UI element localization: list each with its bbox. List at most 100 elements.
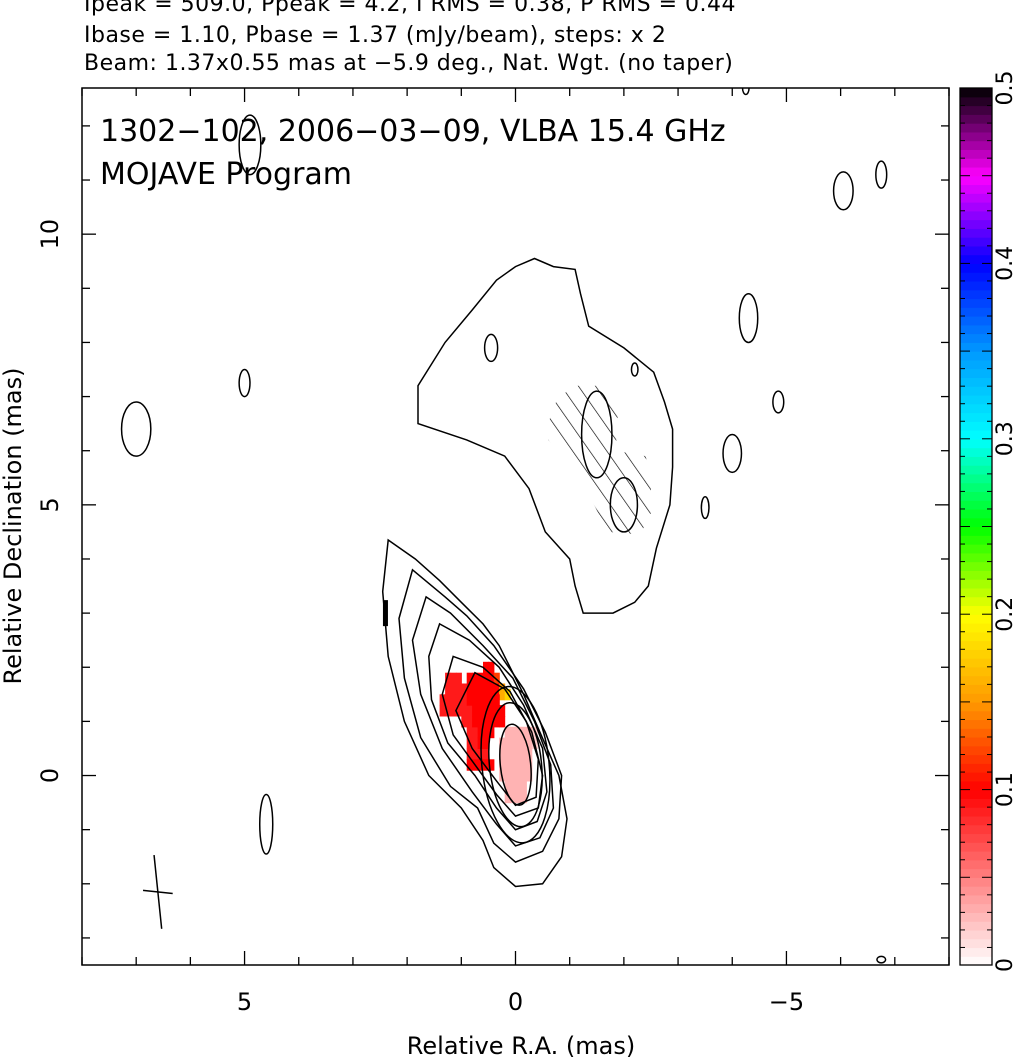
- pol-pixel: [450, 694, 457, 706]
- pol-pixel: [510, 770, 517, 782]
- colorbar-segment: [960, 500, 992, 510]
- core-contour: [480, 685, 551, 844]
- pol-pixel: [483, 726, 489, 739]
- pol-pixel: [466, 672, 473, 685]
- colorbar-segment: [960, 237, 992, 247]
- pol-pixel: [515, 737, 522, 749]
- colorbar-segment: [960, 377, 992, 387]
- pol-pixel: [472, 726, 479, 739]
- pol-pixel: [483, 683, 489, 695]
- contour-line: [381, 538, 568, 888]
- pol-pixel: [526, 770, 533, 782]
- pol-pixel: [515, 759, 522, 771]
- pol-pixel: [526, 737, 533, 749]
- pol-pixel: [472, 694, 479, 706]
- colorbar-segment: [960, 929, 992, 940]
- pol-pixel: [488, 705, 495, 717]
- pol-pixel: [520, 726, 527, 739]
- pol-pixel: [472, 716, 479, 728]
- pol-pixel: [477, 694, 484, 706]
- colorbar-segment: [960, 289, 992, 300]
- colorbar-segment: [960, 245, 992, 256]
- colorbar-segment: [960, 131, 992, 142]
- pol-pixel: [477, 726, 484, 739]
- y-axis-label: Relative Declination (mas): [0, 367, 27, 684]
- colorbar-segment: [960, 175, 992, 186]
- pol-pixel: [488, 716, 495, 728]
- pol-pixel: [488, 759, 495, 771]
- pol-pixel: [499, 716, 506, 728]
- pol-pixel: [499, 737, 506, 749]
- colorbar-segment: [960, 202, 992, 212]
- pol-pixel: [493, 716, 500, 728]
- colorbar-segment: [960, 719, 992, 729]
- noise-contour: [700, 495, 710, 520]
- colorbar-segment: [960, 614, 992, 624]
- pol-pixel: [515, 726, 522, 739]
- colorbar-segment: [960, 579, 992, 589]
- noise-contour: [875, 160, 888, 189]
- pol-pixel: [520, 759, 527, 771]
- colorbar-segment: [960, 280, 992, 291]
- pol-pixel: [493, 683, 500, 695]
- pol-pixel: [455, 672, 462, 685]
- colorbar-segment: [960, 298, 992, 308]
- pol-pixel: [483, 748, 489, 760]
- colorbar-segment: [960, 728, 992, 738]
- colorbar-segment: [960, 140, 992, 150]
- noise-contour: [483, 333, 499, 363]
- colorbar-segment: [960, 324, 992, 335]
- colorbar-tick-label: 0.1: [993, 772, 1018, 807]
- colorbar-segment: [960, 316, 992, 326]
- colorbar-segment: [960, 649, 992, 659]
- pol-pixel: [520, 770, 527, 782]
- colorbar-segment: [960, 272, 992, 282]
- noise-contour: [832, 171, 854, 211]
- colorbar-segment: [960, 158, 992, 168]
- y-tick-label: 5: [36, 497, 64, 512]
- pol-pixel: [504, 759, 511, 771]
- colorbar-segment: [960, 456, 992, 466]
- colorbar-segment: [960, 561, 992, 571]
- pol-pixel: [488, 683, 495, 695]
- pol-pixel: [439, 705, 446, 717]
- pol-pixel: [504, 726, 511, 739]
- pol-pixel: [477, 759, 484, 771]
- pol-pixel: [461, 705, 468, 717]
- pol-pixel: [488, 661, 495, 674]
- pol-pixel: [510, 780, 517, 793]
- colorbar-segment: [960, 544, 992, 554]
- pol-pixel: [455, 705, 462, 717]
- colorbar-segment: [960, 947, 992, 957]
- colorbar-segment: [960, 780, 992, 791]
- pol-pixel: [461, 716, 468, 728]
- colorbar-segment: [960, 447, 992, 457]
- colorbar-segment: [960, 701, 992, 712]
- colorbar-segment: [960, 921, 992, 931]
- x-tick-label: 5: [237, 988, 252, 1016]
- plot-border: [81, 87, 950, 966]
- pol-pixel: [477, 672, 484, 685]
- colorbar: 0 0.1 0.2 0.3 0.4 0.5: [959, 71, 1018, 972]
- pol-pixel: [483, 661, 489, 674]
- pol-pixel: [520, 780, 527, 793]
- colorbar-segment: [960, 88, 992, 98]
- colorbar-segment: [960, 254, 992, 264]
- noise-contour: [722, 433, 743, 474]
- noise-contour: [238, 368, 251, 398]
- y-tick-label: 0: [36, 768, 64, 783]
- core-contour: [499, 723, 532, 806]
- pol-pixel: [461, 694, 468, 706]
- intensity-contours: [120, 88, 888, 964]
- colorbar-segment: [960, 938, 992, 949]
- colorbar-segment: [960, 473, 992, 484]
- colorbar-segment: [960, 552, 992, 563]
- pol-pixel: [477, 705, 484, 717]
- colorbar-segment: [960, 605, 992, 615]
- colorbar-segment: [960, 570, 992, 580]
- pol-pixel: [477, 683, 484, 695]
- pol-pixel: [510, 748, 517, 760]
- pol-pixel: [499, 759, 506, 771]
- contour-line: [398, 568, 563, 863]
- colorbar-segment: [960, 210, 992, 221]
